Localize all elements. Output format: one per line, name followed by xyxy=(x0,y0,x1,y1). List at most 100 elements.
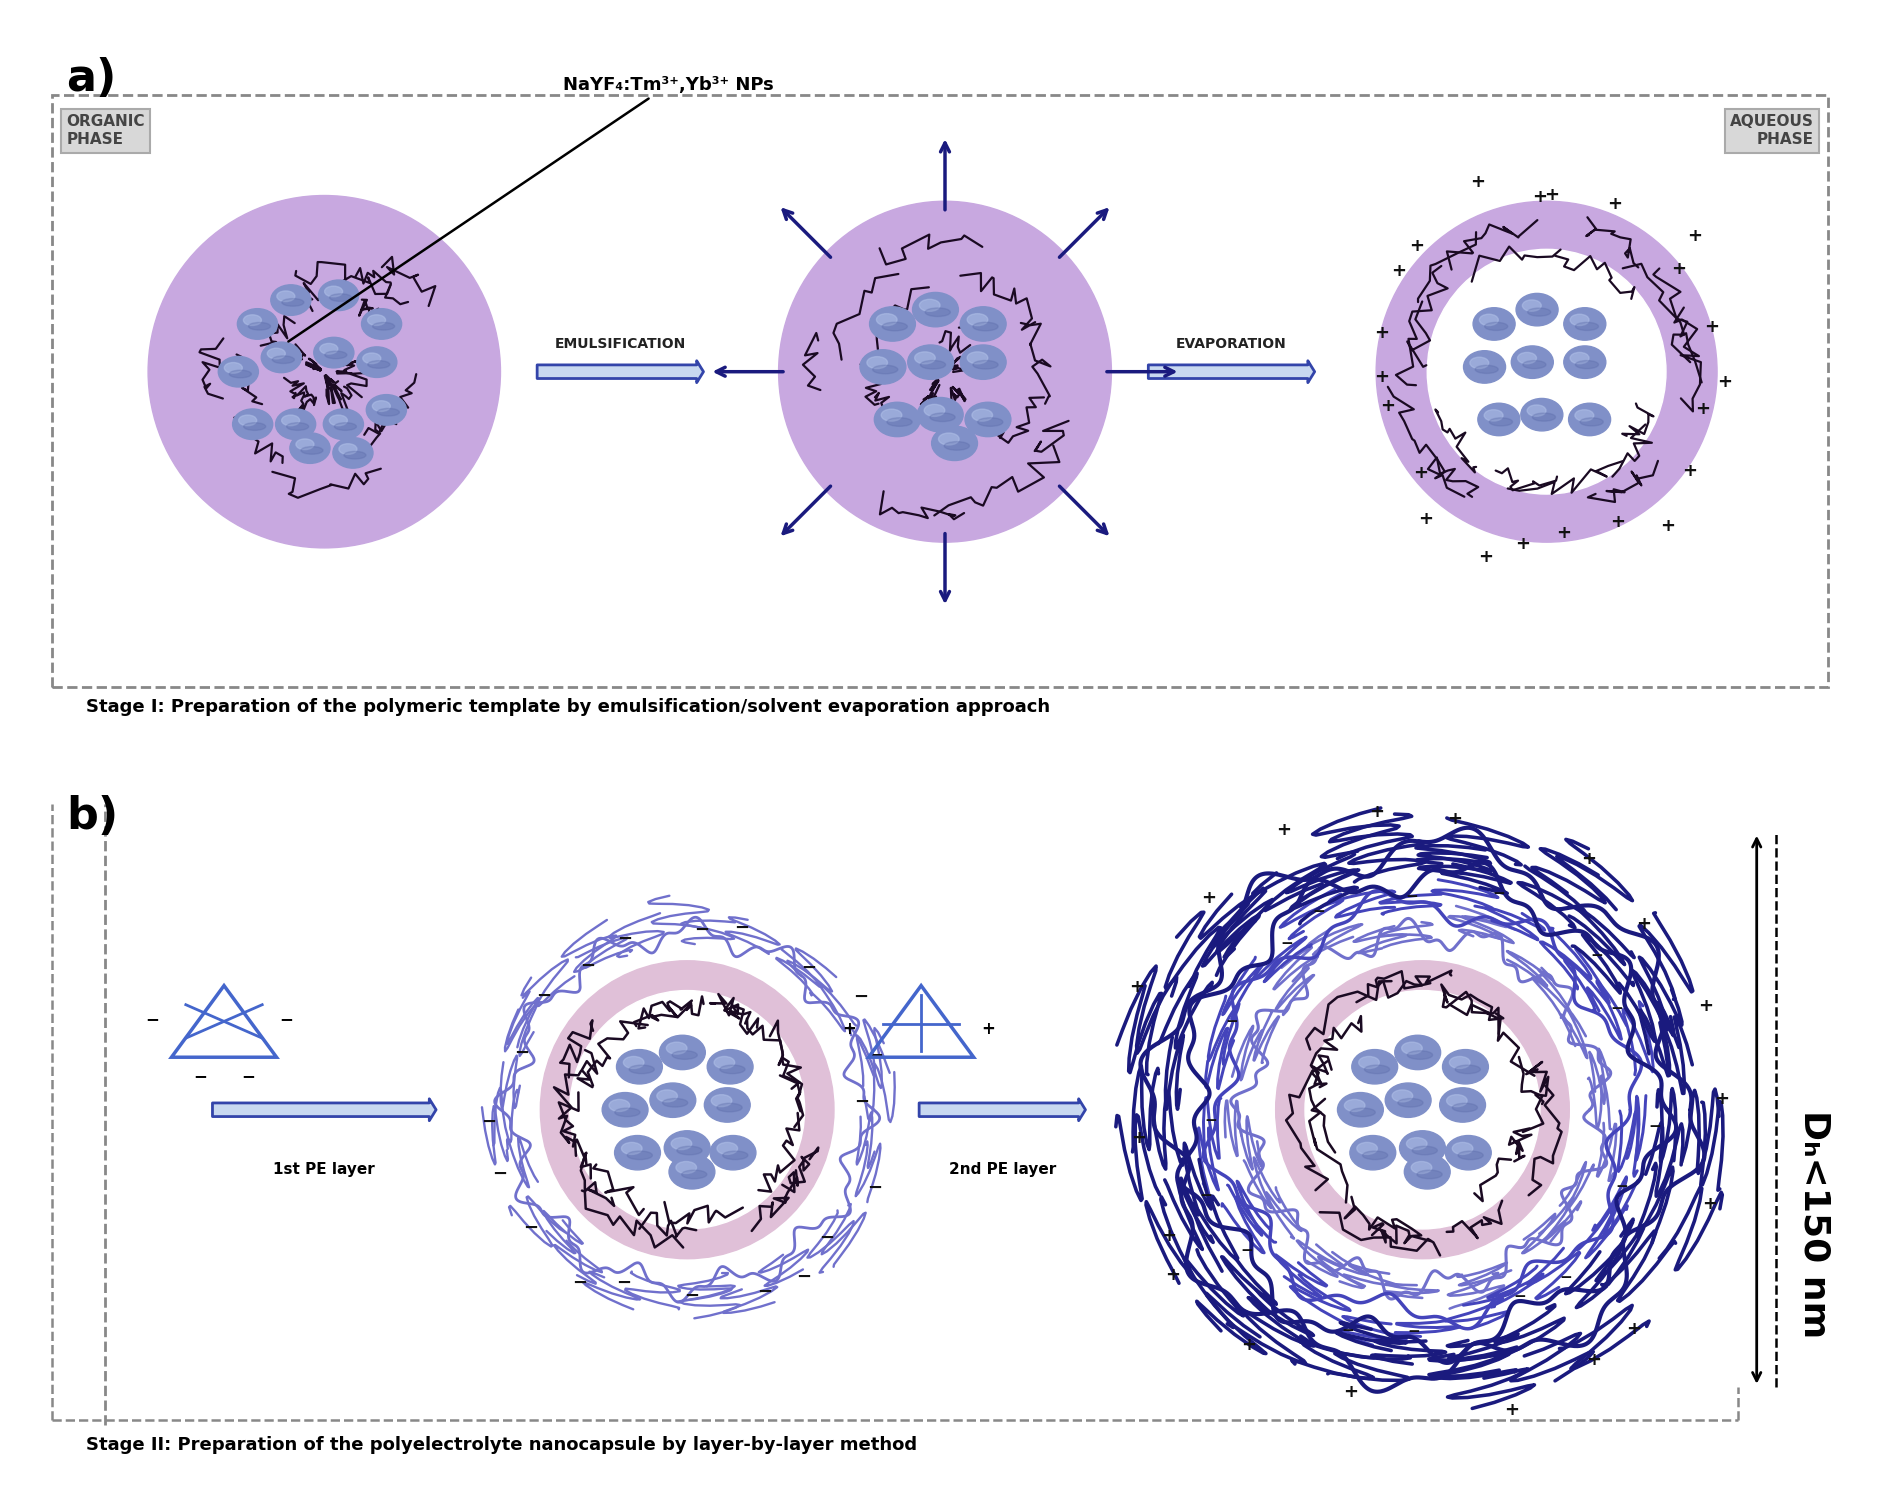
Ellipse shape xyxy=(266,349,285,359)
Text: +: + xyxy=(1585,1351,1600,1369)
Text: +: + xyxy=(842,1020,856,1038)
Ellipse shape xyxy=(907,344,954,379)
Text: −: − xyxy=(1609,1000,1623,1015)
Ellipse shape xyxy=(924,404,944,416)
Ellipse shape xyxy=(361,309,402,340)
Ellipse shape xyxy=(540,960,833,1258)
Ellipse shape xyxy=(1407,1051,1432,1059)
Text: +: + xyxy=(1557,525,1572,543)
Ellipse shape xyxy=(1570,315,1589,325)
Ellipse shape xyxy=(329,294,351,301)
Text: +: + xyxy=(1625,1321,1640,1339)
Text: −: − xyxy=(1198,1187,1211,1203)
Ellipse shape xyxy=(706,1050,752,1084)
Text: Dₕ<150 nm: Dₕ<150 nm xyxy=(1796,1109,1830,1337)
Ellipse shape xyxy=(1356,1142,1377,1154)
Text: −: − xyxy=(735,918,750,936)
Text: NaYF₄:Tm³⁺,Yb³⁺ NPs: NaYF₄:Tm³⁺,Yb³⁺ NPs xyxy=(289,76,773,341)
Ellipse shape xyxy=(1275,960,1568,1258)
Ellipse shape xyxy=(1411,1161,1432,1173)
Text: +: + xyxy=(1515,535,1530,553)
Ellipse shape xyxy=(334,422,357,431)
Ellipse shape xyxy=(720,1065,744,1074)
Ellipse shape xyxy=(867,356,888,368)
Ellipse shape xyxy=(1532,413,1555,420)
Ellipse shape xyxy=(939,432,958,444)
Ellipse shape xyxy=(272,356,295,364)
Text: +: + xyxy=(1717,373,1732,392)
Ellipse shape xyxy=(924,309,950,316)
Text: −: − xyxy=(618,930,633,948)
Ellipse shape xyxy=(1574,410,1592,420)
Ellipse shape xyxy=(710,1136,756,1170)
Text: +: + xyxy=(1530,188,1545,206)
Text: +: + xyxy=(1470,173,1485,191)
Text: −: − xyxy=(1311,904,1324,918)
Ellipse shape xyxy=(920,361,944,370)
Ellipse shape xyxy=(1562,307,1606,340)
Ellipse shape xyxy=(1417,1170,1441,1179)
Ellipse shape xyxy=(1479,315,1498,325)
Text: −: − xyxy=(1281,936,1292,951)
Text: −: − xyxy=(757,1284,773,1302)
Ellipse shape xyxy=(918,300,939,312)
Text: −: − xyxy=(523,1220,538,1238)
Ellipse shape xyxy=(378,409,399,416)
Text: +: + xyxy=(1370,802,1385,820)
Text: −: − xyxy=(1591,947,1602,963)
Ellipse shape xyxy=(1521,300,1540,312)
Ellipse shape xyxy=(1351,1050,1396,1084)
Ellipse shape xyxy=(332,437,372,468)
Text: −: − xyxy=(801,959,816,977)
Ellipse shape xyxy=(1362,1151,1387,1160)
Ellipse shape xyxy=(287,422,308,431)
Text: −: − xyxy=(867,1047,882,1065)
Ellipse shape xyxy=(1570,352,1589,364)
Ellipse shape xyxy=(944,441,969,450)
Ellipse shape xyxy=(569,990,805,1229)
Text: +: + xyxy=(1702,318,1717,335)
Text: −: − xyxy=(1647,1118,1660,1133)
Text: +: + xyxy=(1694,400,1710,417)
Ellipse shape xyxy=(363,353,380,364)
Ellipse shape xyxy=(1575,322,1598,331)
Ellipse shape xyxy=(357,347,397,377)
Ellipse shape xyxy=(608,1099,629,1111)
Ellipse shape xyxy=(676,1161,697,1173)
Ellipse shape xyxy=(682,1170,706,1179)
Text: a): a) xyxy=(66,57,117,100)
Ellipse shape xyxy=(319,343,338,355)
Ellipse shape xyxy=(676,1147,701,1156)
Ellipse shape xyxy=(1526,406,1545,416)
Ellipse shape xyxy=(1426,249,1664,494)
Ellipse shape xyxy=(716,1103,742,1112)
Text: −: − xyxy=(491,1164,506,1182)
Ellipse shape xyxy=(716,1142,737,1154)
Ellipse shape xyxy=(1349,1136,1394,1170)
Text: −: − xyxy=(1407,1324,1421,1339)
Ellipse shape xyxy=(281,298,304,306)
Ellipse shape xyxy=(366,395,406,425)
Text: +: + xyxy=(1681,462,1696,480)
Ellipse shape xyxy=(323,409,363,440)
Ellipse shape xyxy=(232,409,272,440)
Ellipse shape xyxy=(238,414,257,426)
Ellipse shape xyxy=(1470,358,1489,368)
Text: −: − xyxy=(1513,1288,1524,1303)
Text: −: − xyxy=(1239,1242,1252,1257)
Ellipse shape xyxy=(572,993,801,1227)
Ellipse shape xyxy=(1451,1103,1477,1112)
Ellipse shape xyxy=(705,1088,750,1123)
Ellipse shape xyxy=(614,1108,640,1117)
Text: +: + xyxy=(1636,915,1651,933)
Ellipse shape xyxy=(1485,322,1507,331)
Ellipse shape xyxy=(929,413,954,422)
Text: EMULSIFICATION: EMULSIFICATION xyxy=(553,337,686,350)
Ellipse shape xyxy=(973,361,997,370)
Ellipse shape xyxy=(1303,990,1540,1229)
Text: −: − xyxy=(580,957,595,975)
Text: +: + xyxy=(1445,811,1460,829)
Ellipse shape xyxy=(1477,403,1519,435)
Ellipse shape xyxy=(225,362,242,373)
Ellipse shape xyxy=(314,337,353,368)
